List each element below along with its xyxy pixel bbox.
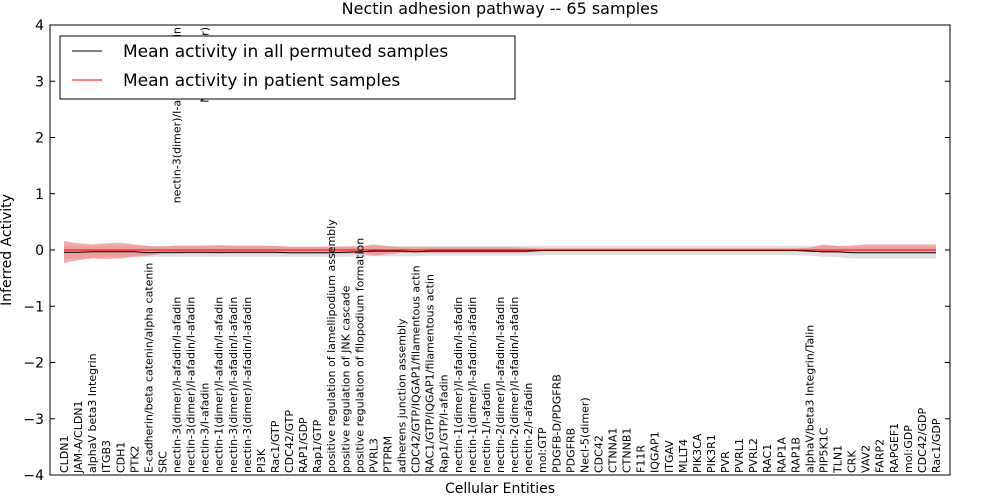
entity-label: positive regulation of filopodium format…	[353, 238, 366, 473]
entity-label: CDC42	[592, 435, 605, 473]
entity-label: nectin-3(dimer)/I-afadin/I-afadin	[241, 297, 254, 473]
entity-label: RAC1/GTP/IQGAP1/filamentous actin	[424, 274, 437, 473]
entity-label: CDC42/GTP/IQGAP1/filamentous actin	[410, 265, 423, 473]
entity-label: SRC	[156, 451, 169, 473]
entity-label: mol:GTP	[536, 427, 549, 473]
entity-label: PIK3R1	[705, 434, 718, 473]
y-tick-label: 1	[35, 187, 44, 203]
entity-label: alphaV/beta3 Integrin/Talin	[803, 325, 816, 473]
entity-label: PDGFRB	[564, 428, 577, 473]
entity-label: Necl-5(dimer)	[578, 397, 591, 473]
entity-label: VAV2	[860, 445, 873, 473]
entity-label: CDC42/GDP	[916, 407, 929, 473]
entity-label: CDC42/GTP	[283, 410, 296, 473]
legend-label-patient: Mean activity in patient samples	[123, 71, 400, 91]
entity-label: PDGFB-D/PDGFRB	[550, 374, 563, 473]
band-patient	[64, 241, 936, 263]
entity-label: nectin-3(dimer)/I-afadin/I-afadin	[227, 297, 240, 473]
entity-label: CLDN1	[58, 435, 71, 473]
entity-label: nectin-1/I-afadin	[480, 383, 493, 473]
entity-label: ITGB3	[100, 440, 113, 473]
entity-label: nectin-2(dimer)/I-afadin/I-afadin	[508, 297, 521, 473]
entity-label: alphaV beta3 Integrin	[86, 353, 99, 473]
entity-label: PIP5K1C	[817, 427, 830, 473]
y-tick-label: 2	[35, 131, 44, 147]
entity-label: IQGAP1	[649, 431, 662, 473]
x-axis-title: Cellular Entities	[445, 481, 555, 497]
entity-label: positive regulation of JNK cascade	[339, 285, 352, 473]
entity-label: CDH1	[114, 442, 127, 473]
entity-label: nectin-3(dimer)/I-afadin/I-afadin	[171, 297, 184, 473]
entity-label: PTK2	[128, 445, 141, 473]
chart-title: Nectin adhesion pathway -- 65 samples	[342, 0, 659, 18]
y-tick-label: 3	[35, 74, 44, 90]
entity-label: RAP1/GDP	[297, 417, 310, 473]
x-axis-entity-labels: CLDN1 JAM-A/CLDN1 alphaV beta3 Integrin ITG…	[58, 219, 943, 474]
y-tick-label: −4	[23, 468, 44, 484]
entity-label: Rap1/GTP	[311, 419, 324, 473]
entity-label: nectin-1(dimer)/I-afadin/I-afadin	[213, 297, 226, 473]
entity-label: PTPRM	[381, 436, 394, 473]
entity-label: PIK3CA	[691, 433, 704, 473]
entity-label: PVRL1	[733, 438, 746, 473]
entity-label: ITGAV	[663, 440, 676, 473]
entity-label: nectin-1(dimer)/I-afadin/I-afadin	[466, 297, 479, 473]
legend-box	[59, 35, 516, 100]
entity-label: nectin-1(dimer)/I-afadin/I-afadin	[452, 297, 465, 473]
entity-label: PVR	[719, 451, 732, 473]
y-axis-ticks: −4 −3 −2 −1 0 1 2 3 4	[23, 18, 950, 484]
entity-label: PVRL2	[747, 438, 760, 473]
legend-label-permuted: Mean activity in all permuted samples	[123, 42, 448, 62]
y-tick-label: −1	[23, 299, 44, 315]
entity-label: adherens junction assembly	[396, 318, 409, 473]
entity-label: nectin-3/I-afadin	[199, 383, 212, 473]
entity-label: F11R	[635, 445, 648, 473]
entity-label: RAC1	[761, 444, 774, 473]
y-tick-label: 4	[35, 18, 44, 34]
entity-label: MLLT4	[677, 439, 690, 473]
entity-label: mol:GDP	[902, 425, 915, 473]
entity-label: CTNNB1	[621, 428, 634, 473]
entity-label: nectin-3(dimer)/I-afadin/I-afadin	[185, 297, 198, 473]
y-tick-label: −2	[23, 356, 44, 372]
entity-label: Rap1/GTP/I-afadin	[438, 374, 451, 473]
y-tick-label: −3	[23, 412, 44, 428]
entity-label: nectin-2/I-afadin	[522, 383, 535, 473]
entity-label: Rac1/GTP	[269, 420, 282, 473]
entity-label: RAP1B	[789, 437, 802, 473]
entity-label: RAPGEF1	[888, 423, 901, 473]
entity-label: E-cadherin/beta catenin/alpha catenin	[142, 263, 155, 473]
entity-label: nectin-2(dimer)/I-afadin/I-afadin	[494, 297, 507, 473]
entity-label: FARP2	[874, 439, 887, 473]
entity-label: TLN1	[832, 445, 845, 474]
entity-label: positive regulation of lamellipodium ass…	[325, 219, 338, 473]
entity-label: JAM-A/CLDN1	[72, 400, 85, 474]
entity-label: RAP1A	[775, 437, 788, 473]
series-lines	[64, 249, 936, 254]
entity-label: PVRL3	[367, 438, 380, 473]
entity-label: Rac1/GDP	[930, 418, 943, 473]
entity-label: CRK	[846, 450, 859, 473]
entity-label: CTNNA1	[607, 428, 620, 473]
line-permuted	[64, 250, 936, 254]
y-axis-title: Inferred Activity	[0, 194, 15, 306]
confidence-bands	[64, 241, 936, 263]
legend: Mean activity in all permuted samples Me…	[59, 35, 516, 100]
y-tick-label: 0	[35, 243, 44, 259]
entity-label: PI3K	[255, 448, 268, 473]
